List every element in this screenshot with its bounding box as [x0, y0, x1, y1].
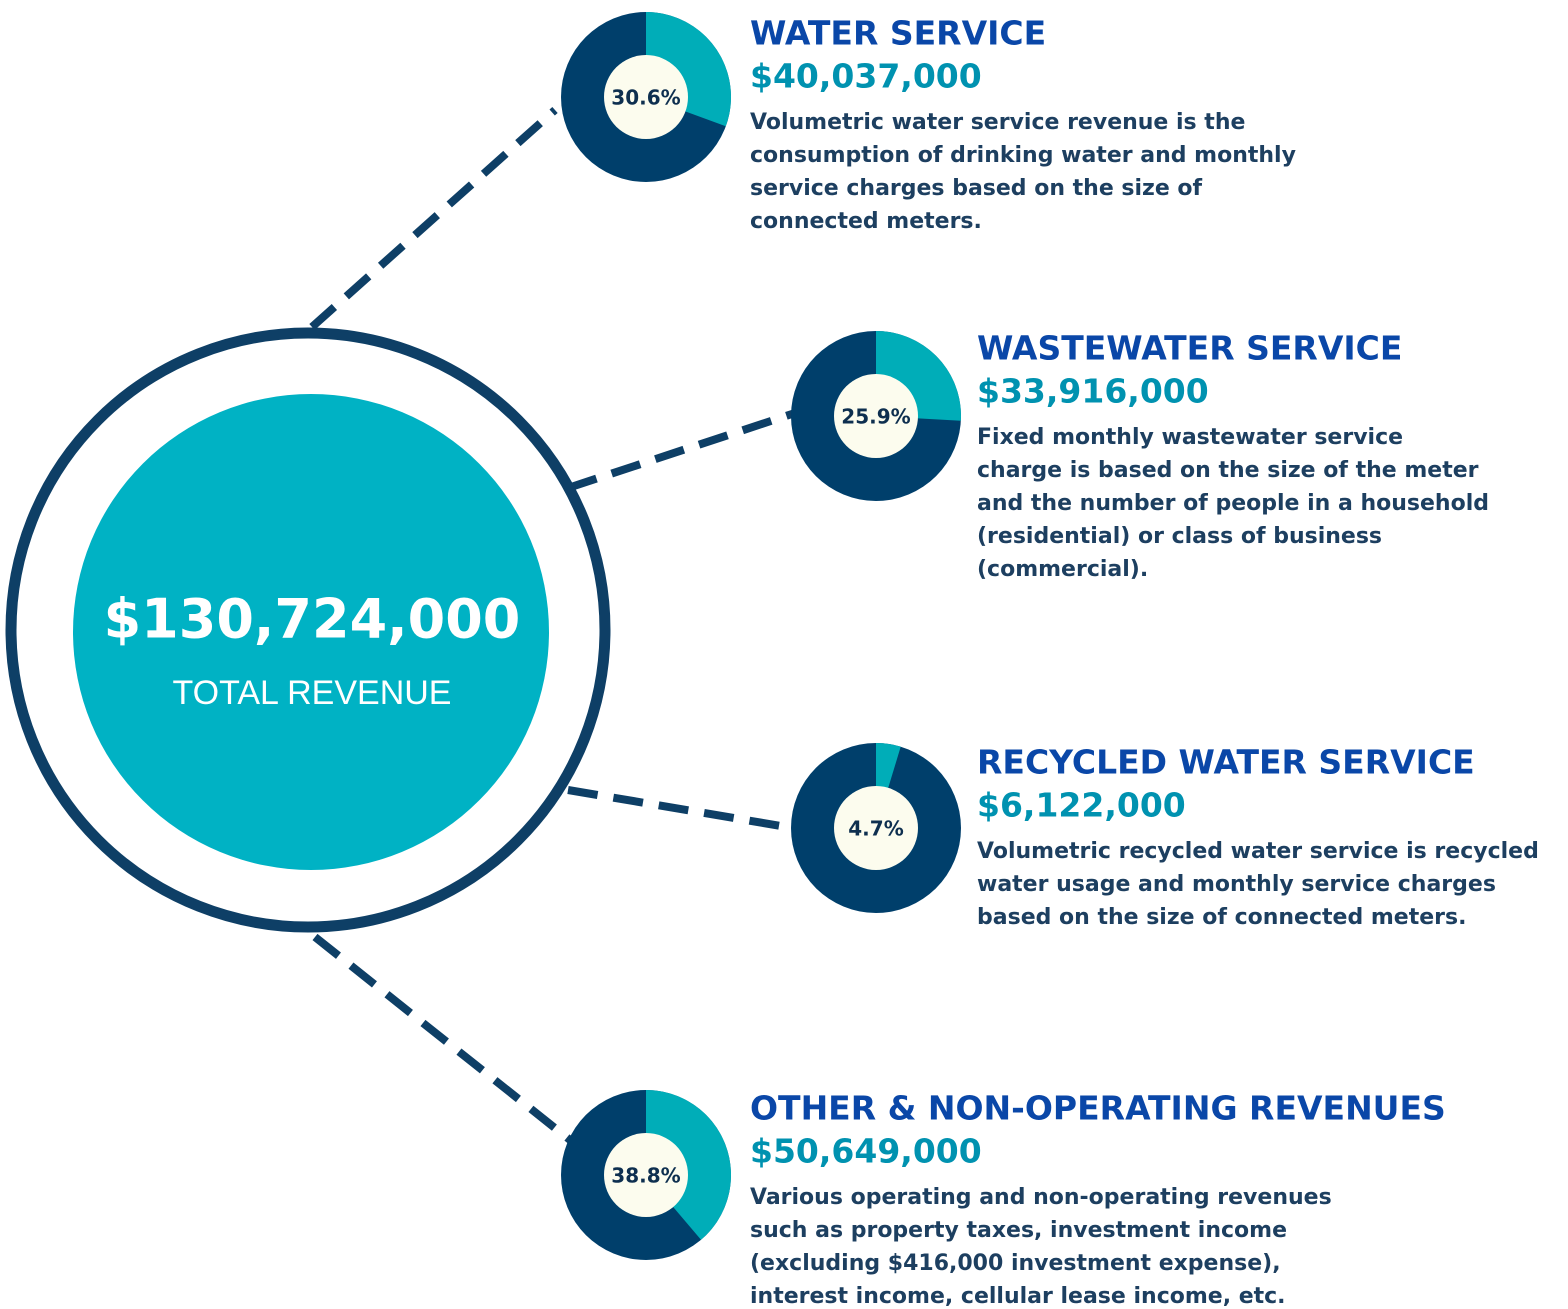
- segment-amount: $33,916,000: [977, 372, 1209, 411]
- donut-hole: [834, 786, 918, 870]
- share-label: 30.6%: [611, 86, 680, 110]
- segment-description: interest income, cellular lease income, …: [750, 1284, 1286, 1309]
- donut-wedge: [646, 1090, 731, 1240]
- connector: [567, 786, 794, 832]
- total-label: TOTAL REVENUE: [173, 674, 452, 712]
- segment-description: connected meters.: [750, 209, 982, 234]
- segment-amount: $50,649,000: [750, 1132, 982, 1171]
- segment-description: consumption of drinking water and monthl…: [750, 143, 1296, 168]
- segment-title: OTHER & NON-OPERATING REVENUES: [750, 1089, 1446, 1128]
- share-label: 25.9%: [841, 405, 910, 429]
- total-circle: [73, 394, 549, 870]
- segment-description: water usage and monthly service charges: [977, 872, 1496, 897]
- segment-amount: $6,122,000: [977, 786, 1186, 825]
- share-label: 38.8%: [611, 1164, 680, 1188]
- donut-hole: [604, 55, 688, 139]
- donut-hole: [604, 1133, 688, 1217]
- share-label: 4.7%: [848, 817, 903, 841]
- segment-description: (commercial).: [977, 557, 1148, 582]
- segment-description: such as property taxes, investment incom…: [750, 1218, 1287, 1243]
- connector: [309, 107, 558, 330]
- total-amount: $130,724,000: [104, 588, 521, 651]
- segment-description: (residential) or class of business: [977, 524, 1382, 549]
- connectors: [309, 107, 797, 1144]
- segment-description: service charges based on the size of: [750, 176, 1203, 201]
- segment-description: and the number of people in a household: [977, 491, 1489, 516]
- connector: [312, 933, 573, 1144]
- segment-title: RECYCLED WATER SERVICE: [977, 743, 1475, 782]
- segment-description: Various operating and non-operating reve…: [750, 1185, 1332, 1210]
- segment-title: WATER SERVICE: [750, 14, 1046, 53]
- segment-title: WASTEWATER SERVICE: [977, 329, 1402, 368]
- segment-description: based on the size of connected meters.: [977, 905, 1466, 930]
- donut-hole: [834, 374, 918, 458]
- segment-amount: $40,037,000: [750, 57, 982, 96]
- connector: [566, 409, 797, 492]
- segment-description: charge is based on the size of the meter: [977, 458, 1479, 483]
- segment-description: Volumetric recycled water service is rec…: [977, 839, 1539, 864]
- segment-description: (excluding $416,000 investment expense),: [750, 1251, 1281, 1276]
- segment-description: Fixed monthly wastewater service: [977, 425, 1403, 450]
- segment-description: Volumetric water service revenue is the: [750, 110, 1245, 135]
